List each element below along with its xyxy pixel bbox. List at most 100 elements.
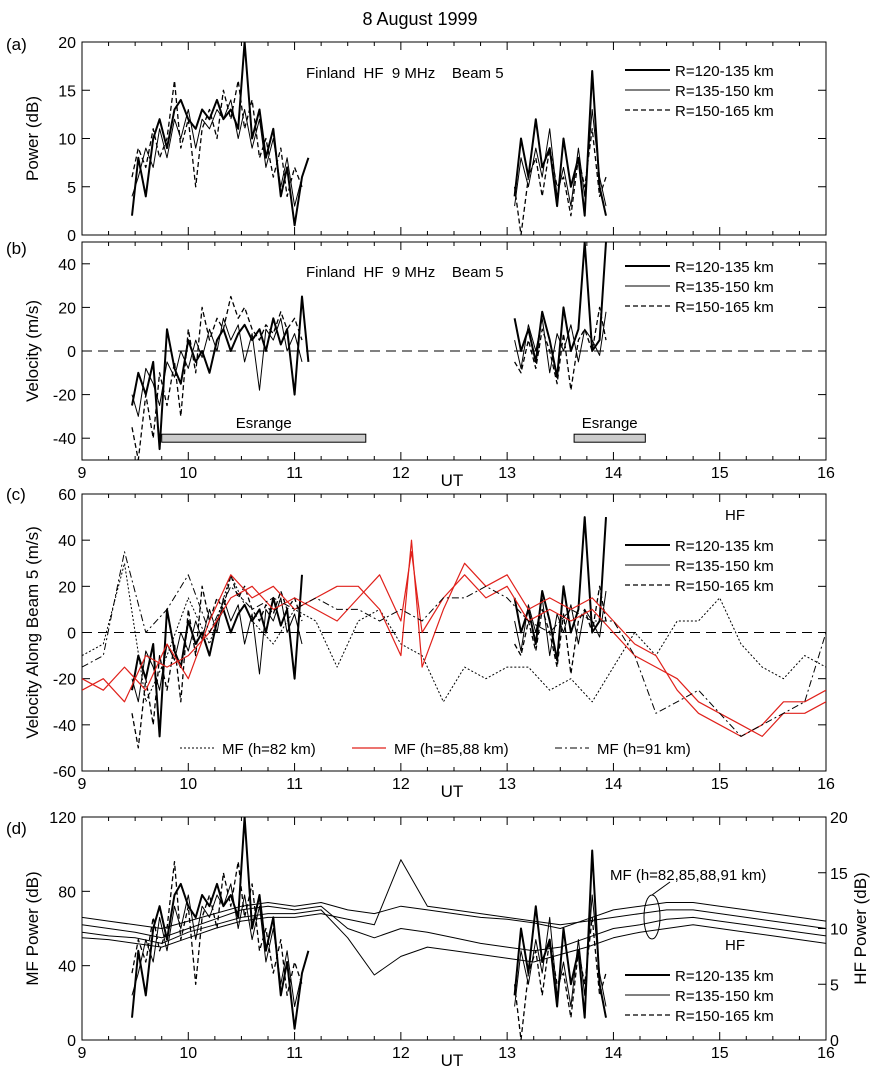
series-line [514,894,607,1007]
x-tick-label: 12 [392,465,410,482]
x-tick-label: 16 [817,1045,835,1062]
y-tick-label: 0 [67,228,76,245]
panel-d: 9 10 11 12 13 14 15 16 UT 0 40 80 120 0 5 10 15 20 HF Powe… [6,810,870,1067]
x-axis-label: UT [441,1051,464,1067]
series-line [82,909,826,976]
x-tick-label: 9 [78,1045,87,1062]
panel-a: 0 5 10 15 20 Power (dB) (a) Finland HF 9 MHz Be… [6,35,827,245]
panel-b: 9 10 11 12 13 14 15 16 UT -40 -20 0 20 40 Velocity (m/… [6,239,835,490]
y-tick-label: -20 [53,388,76,405]
y-axis-label: Velocity (m/s) [23,300,42,402]
legend-label: R=150-165 km [675,1008,774,1025]
legend-label: R=135-150 km [675,558,774,575]
y-tick-label: 0 [67,1033,76,1050]
esrange-label: Esrange [236,415,292,432]
y-tick-label: 0 [67,626,76,643]
panel-annotation: Finland HF 9 MHz Beam 5 [306,264,504,281]
y-right-tick-label: 15 [830,866,848,883]
x-tick-label: 13 [498,1045,516,1062]
series-line [131,295,303,460]
series-line [82,905,826,952]
x-tick-label: 15 [711,776,729,793]
x-tick-label: 10 [179,465,197,482]
panel-label: (d) [6,819,27,838]
series-line [82,902,826,929]
series-line [131,883,303,1007]
series-line [513,242,607,379]
legend-label: R=150-165 km [675,299,774,316]
y-tick-label: 80 [58,884,76,901]
x-tick-label: 11 [286,1045,303,1062]
y-tick-label: -60 [53,764,76,781]
series-line [131,597,303,703]
y-right-tick-label: 20 [830,810,848,827]
y-tick-label: 20 [58,579,76,596]
x-tick-label: 15 [711,465,729,482]
y-tick-label: 20 [58,35,76,52]
y-tick-label: 40 [58,257,76,274]
y-tick-label: 120 [49,810,76,827]
legend-label: R=120-135 km [675,968,774,985]
y-tick-label: 20 [58,300,76,317]
legend-title: HF [725,507,745,524]
y-tick-label: 15 [58,83,76,100]
series-line [131,42,310,227]
series-line [131,79,303,198]
esrange-bar [161,433,367,443]
x-tick-label: 12 [392,1045,410,1062]
x-tick-label: 16 [817,776,835,793]
series-group [82,516,826,749]
series-line [513,70,607,217]
series-line [131,99,303,207]
legend-label: R=135-150 km [675,988,774,1005]
x-tick-label: 15 [711,1045,729,1062]
mf-group-ellipse [643,894,661,940]
y-axis-label: Power (dB) [23,96,42,181]
legend-label: R=150-165 km [675,578,774,595]
x-tick-label: 16 [817,465,835,482]
figure-title: 8 August 1999 [362,9,477,29]
series-group [131,242,607,460]
mf-leader-line [651,881,671,896]
legend-label: R=150-165 km [675,103,774,120]
y-tick-label: -40 [53,718,76,735]
x-tick-label: 11 [286,776,303,793]
y-tick-label: 40 [58,959,76,976]
legend-label: R=135-150 km [675,279,774,296]
esrange-label: Esrange [582,415,638,432]
legend-label: R=120-135 km [675,63,774,80]
x-tick-label: 10 [179,776,197,793]
series-line [513,128,607,235]
legend-label: R=135-150 km [675,83,774,100]
x-tick-label: 13 [498,465,516,482]
series-group [131,42,607,235]
x-axis-label: UT [441,471,464,490]
y-right-tick-label: 5 [830,977,839,994]
series-group [82,817,826,1040]
series-line [131,860,303,997]
series-line [82,859,826,948]
y-axis-label: Velocity Along Beam 5 (m/s) [23,526,42,739]
legend-label: R=120-135 km [675,259,774,276]
series-line [82,551,826,737]
panel-label: (b) [6,239,27,258]
y-right-tick-label: 0 [830,1033,839,1050]
series-line [82,562,826,703]
y-tick-label: 60 [58,487,76,504]
series-line [131,317,303,417]
y-tick-label: 10 [58,132,76,149]
y-right-axis-label: HF Power (dB) [851,872,870,984]
series-line [514,590,607,657]
series-line [131,574,303,738]
series-line [514,311,607,374]
panels: 0 5 10 15 20 Power (dB) (a) Finland HF 9 MHz Be… [6,35,870,1067]
series-line [514,306,607,391]
x-tick-label: 14 [605,465,623,482]
panel-label: (c) [6,485,26,504]
x-tick-label: 14 [605,776,623,793]
series-line [131,574,303,749]
series-line [513,849,607,1019]
legend-label: R=120-135 km [675,538,774,555]
y-axis-label: MF Power (dB) [23,871,42,985]
